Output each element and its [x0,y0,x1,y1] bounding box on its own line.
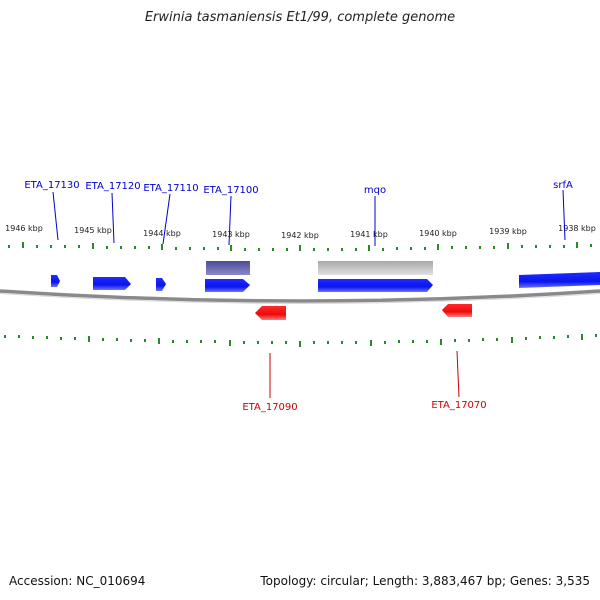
gene-label-eta-17110[interactable]: ETA_17110 [143,183,198,194]
gene-features [206,261,433,275]
ruler-label: 1938 kbp [558,224,596,233]
gene-label-eta-17070[interactable]: ETA_17070 [431,400,486,411]
reverse-leader-lines [269,350,460,398]
accession-label: Accession: NC_010694 [9,574,146,588]
ruler-label: 1943 kbp [212,230,250,239]
ruler-label: 1945 kbp [74,226,112,235]
cds-mqo[interactable] [318,279,433,292]
gene-feature-eta-17100[interactable] [206,261,250,275]
upper-ruler [8,242,592,251]
gene-label-eta-17130[interactable]: ETA_17130 [24,180,79,191]
ruler-label: 1939 kbp [489,227,527,236]
genome-summary: Topology: circular; Length: 3,883,467 bp… [260,574,590,588]
ruler-label: 1941 kbp [350,230,388,239]
gene-feature-mqo[interactable] [318,261,433,275]
cds-eta-17120[interactable] [93,277,131,290]
cds-eta-17100[interactable] [205,279,250,292]
ruler-label: 1944 kbp [143,229,181,238]
ruler-label: 1940 kbp [419,229,457,238]
gene-label-mqo[interactable]: mqo [364,185,386,196]
genome-backbone [0,289,600,303]
cds-srfa[interactable] [519,272,600,288]
forward-gene-labels: ETA_17130 ETA_17120 ETA_17110 ETA_17100 … [24,180,573,196]
map-title: Erwinia tasmaniensis Et1/99, complete ge… [144,10,456,25]
lower-ruler [4,334,597,347]
forward-leader-lines [52,189,566,246]
gene-label-eta-17100[interactable]: ETA_17100 [203,185,258,196]
cds-eta-17070[interactable] [442,304,472,317]
ruler-label: 1942 kbp [281,231,319,240]
forward-cds [51,272,600,292]
ruler-labels: 1946 kbp 1945 kbp 1944 kbp 1943 kbp 1942… [5,224,596,240]
genome-backbone-highlight [0,293,600,304]
ruler-label: 1946 kbp [5,224,43,233]
cds-eta-17110[interactable] [156,278,166,291]
gene-label-srfa[interactable]: srfA [553,180,573,191]
reverse-gene-labels: ETA_17090 ETA_17070 [242,400,486,413]
reverse-cds [255,304,472,320]
cds-eta-17130[interactable] [51,275,60,287]
cds-eta-17090[interactable] [255,306,286,320]
gene-label-eta-17090[interactable]: ETA_17090 [242,402,297,413]
gene-label-eta-17120[interactable]: ETA_17120 [85,181,140,192]
